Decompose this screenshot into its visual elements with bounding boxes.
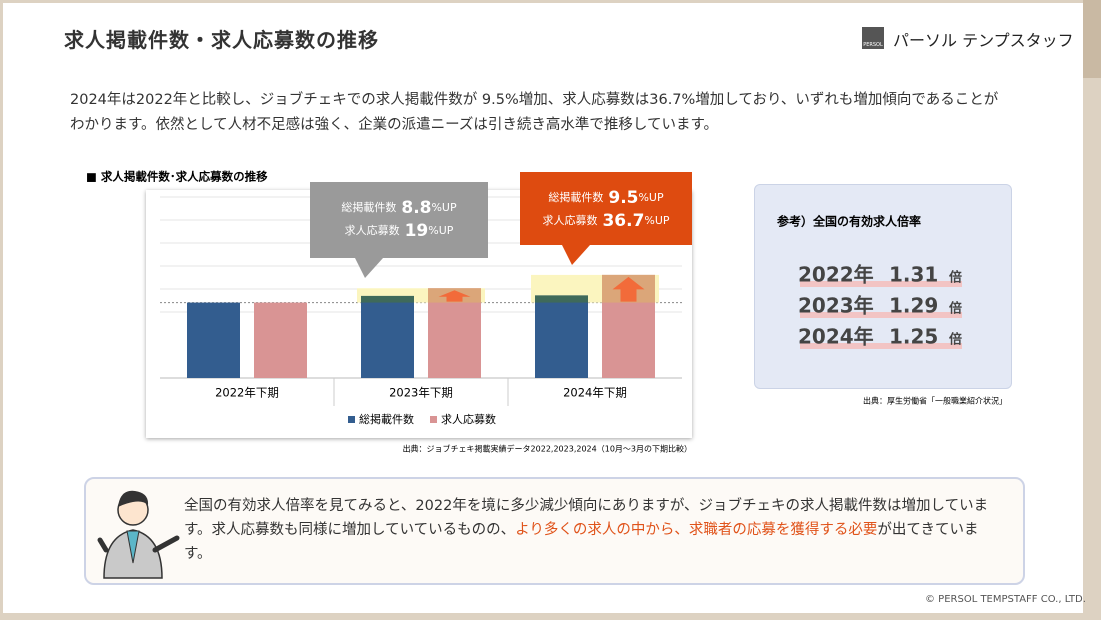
summary-box (84, 477, 1025, 585)
reference-title: 参考）全国の有効求人倍率 (777, 214, 921, 229)
callout-unit: %UP (428, 224, 454, 237)
brand-mark: PERSOL (862, 27, 884, 49)
increase-segment (535, 295, 588, 303)
legend-label: 求人応募数 (441, 412, 496, 426)
increase-segment (361, 295, 414, 303)
callout-label: 総掲載件数 (341, 200, 396, 214)
chart-source: 出典：ジョブチェキ掲載実績データ2022,2023,2024（10月～3月の下期… (403, 444, 692, 454)
callout-unit: %UP (644, 214, 670, 227)
reference-year: 2022年 (798, 263, 874, 287)
brand: パーソル テンプスタッフ (893, 31, 1074, 50)
intro: 2024年は2022年と比較し、ジョブチェキでの求人掲載件数が 9.5%増加、求… (70, 92, 999, 133)
highlight-bar (800, 281, 962, 287)
title: 求人掲載件数・求人応募数の推移 (64, 28, 379, 52)
callout-value: 36.7 (602, 211, 644, 231)
callout-text: 求人応募数 19%UP (345, 221, 454, 241)
legend-swatch (430, 416, 437, 423)
bar (187, 302, 240, 378)
callout-label: 総掲載件数 (548, 190, 603, 204)
reference-source: 出典：厚生労働省「一般職業紹介状況」 (863, 396, 1007, 406)
callout-value: 9.5 (608, 188, 638, 208)
summary-highlight: より多くの求人の中から、求職者の応募を獲得する必要 (515, 522, 878, 538)
reference-year: 2023年 (798, 294, 874, 318)
callout (310, 182, 488, 278)
person-icon (97, 490, 180, 579)
bar (428, 288, 481, 378)
callout-unit: %UP (638, 191, 664, 204)
callout-value: 19 (405, 221, 429, 241)
increase-arrow (438, 290, 471, 302)
summary-text: 全国の有効求人倍率を見てみると、2022年を境に多少減少傾向にありますが、ジョブ… (184, 498, 989, 538)
x-tick-label: 2024年下期 (563, 386, 627, 400)
reference-unit: 倍 (949, 270, 962, 286)
callout-text: 求人応募数 36.7%UP (542, 211, 669, 231)
callout-text: 総掲載件数 9.5%UP (548, 188, 664, 208)
corner-tab (1083, 0, 1101, 78)
summary-text: が出てきています。 (184, 522, 979, 562)
bar (535, 295, 588, 378)
summary: 全国の有効求人倍率を見てみると、2022年を境に多少減少傾向にありますが、ジョブ… (184, 494, 1004, 566)
reference-value: 1.29 (889, 294, 938, 318)
callout-text: 総掲載件数 8.8%UP (341, 198, 457, 218)
reference-value: 1.25 (889, 325, 938, 349)
callout-label: 求人応募数 (345, 223, 400, 237)
highlight-bar (800, 312, 962, 318)
increase-arrow (612, 276, 645, 302)
legend-swatch (348, 416, 355, 423)
callout-label: 求人応募数 (542, 213, 597, 227)
x-tick-label: 2022年下期 (215, 386, 279, 400)
callout-unit: %UP (431, 201, 457, 214)
bar (254, 302, 307, 378)
bar (361, 295, 414, 378)
reference-year: 2024年 (798, 325, 874, 349)
highlight-bar (800, 343, 962, 349)
legend-label: 総掲載件数 (359, 412, 414, 426)
x-tick-label: 2023年下期 (389, 386, 453, 400)
reference-unit: 倍 (949, 332, 962, 348)
copyright: © PERSOL TEMPSTAFF CO., LTD. (925, 594, 1086, 605)
chart-title: ■ 求人掲載件数･求人応募数の推移 (86, 170, 268, 184)
callout (520, 172, 692, 265)
callout-value: 8.8 (401, 198, 431, 218)
reference-unit: 倍 (949, 301, 962, 317)
reference-value: 1.31 (889, 263, 938, 287)
